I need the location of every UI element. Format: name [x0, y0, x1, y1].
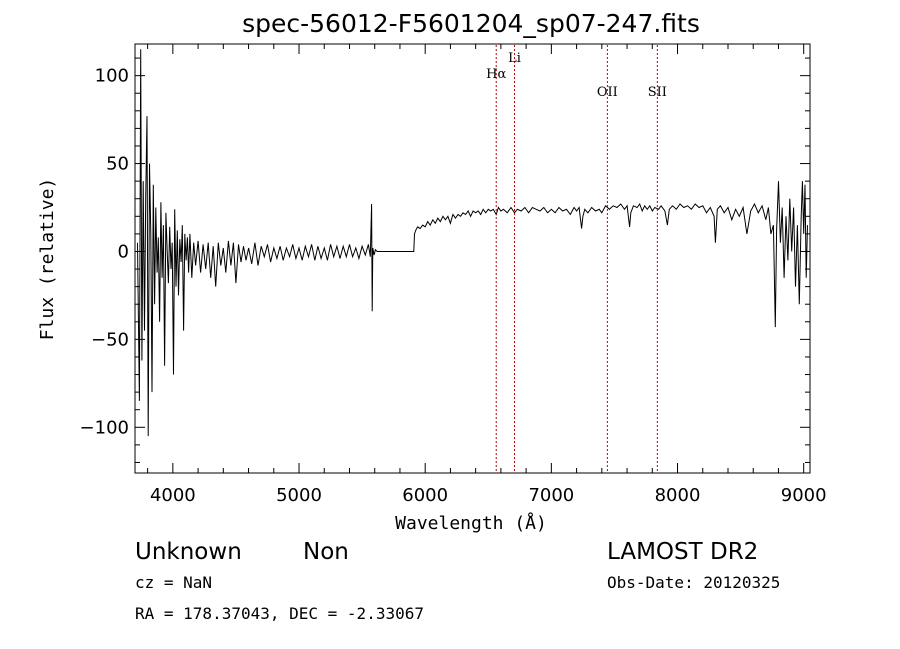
x-tick-label: 4000 [150, 485, 196, 506]
x-axis-label: Wavelength (Å) [395, 512, 547, 534]
line-label: Hα [486, 67, 506, 82]
x-tick-label: 9000 [781, 485, 827, 506]
spectrum-line [137, 49, 808, 437]
line-label: SII [648, 85, 667, 100]
chart-title: spec-56012-F5601204_sp07-247.fits [242, 9, 700, 38]
spectrum-series [137, 49, 808, 437]
x-tick-label: 5000 [276, 485, 322, 506]
tick-labels: 4000 5000 6000 7000 8000 9000 −100 −50 0 50 100 [80, 66, 827, 506]
object-subclass: Non [303, 539, 349, 565]
x-tick-label: 6000 [402, 485, 448, 506]
y-tick-label: 100 [95, 66, 129, 87]
coordinates: RA = 178.37043, DEC = -2.33067 [135, 604, 424, 623]
y-axis-label: Flux (relative) [37, 178, 58, 341]
line-label: OII [597, 85, 618, 100]
line-label: Li [508, 51, 521, 66]
y-tick-label: −100 [80, 417, 129, 438]
survey-name: LAMOST DR2 [607, 539, 758, 565]
x-tick-label: 7000 [528, 485, 574, 506]
y-tick-label: 0 [118, 241, 129, 262]
x-tick-label: 8000 [655, 485, 701, 506]
axes [134, 43, 811, 474]
redshift-cz: cz = NaN [135, 573, 212, 592]
y-tick-label: −50 [91, 329, 129, 350]
y-tick-label: 50 [106, 154, 129, 175]
object-class: Unknown [135, 539, 242, 565]
observation-date: Obs-Date: 20120325 [607, 573, 780, 592]
plot-frame [134, 43, 811, 474]
